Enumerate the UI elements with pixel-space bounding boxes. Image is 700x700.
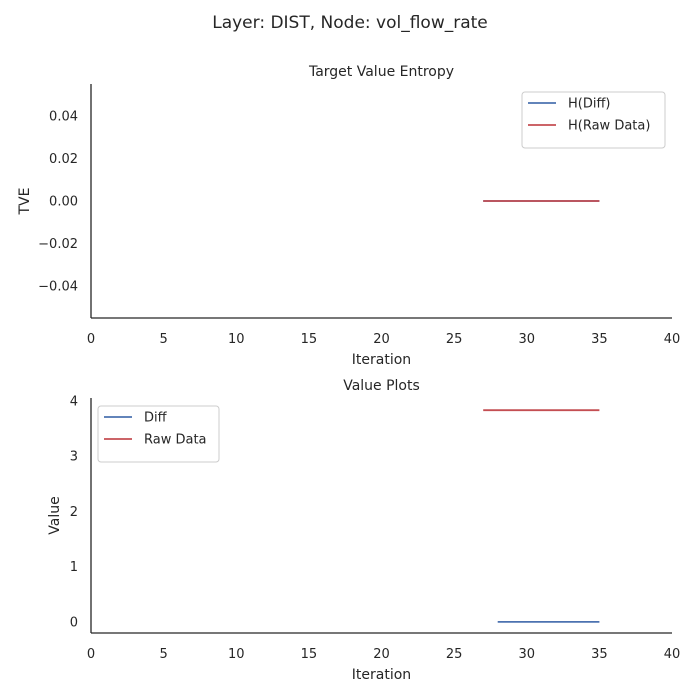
x-tick-label: 25 xyxy=(446,647,463,662)
x-axis-label: Iteration xyxy=(352,667,411,683)
legend-label: H(Raw Data) xyxy=(568,119,650,134)
figure-title: Layer: DIST, Node: vol_flow_rate xyxy=(212,13,488,33)
legend: H(Diff) H(Raw Data) xyxy=(521,91,666,149)
y-tick-label: 0.00 xyxy=(49,195,78,210)
x-tick-label: 35 xyxy=(591,332,608,347)
legend-frame xyxy=(521,91,666,149)
legend-label: H(Diff) xyxy=(568,97,611,112)
x-tick-label: 20 xyxy=(373,647,390,662)
legend: Diff Raw Data xyxy=(97,405,220,463)
y-axis-label: TVE xyxy=(17,188,33,216)
subplot-2: Value Plots 0 5 10 15 20 25 30 35 40 0 1 2 3 4 Iteratio… xyxy=(47,378,680,683)
x-tick-label: 40 xyxy=(664,332,681,347)
x-tick-label: 40 xyxy=(664,647,681,662)
x-tick-label: 15 xyxy=(301,332,318,347)
y-tick-label: 4 xyxy=(70,394,78,409)
subplot-title: Target Value Entropy xyxy=(308,64,454,80)
x-tick-label: 0 xyxy=(87,332,95,347)
x-tick-label: 10 xyxy=(228,647,245,662)
y-tick-label: 0.02 xyxy=(49,152,78,167)
x-tick-label: 0 xyxy=(87,647,95,662)
x-axis-label: Iteration xyxy=(352,352,411,368)
x-tick-label: 30 xyxy=(518,647,535,662)
y-tick-label: −0.04 xyxy=(38,280,78,295)
legend-label: Diff xyxy=(144,411,168,426)
y-tick-label: 3 xyxy=(70,450,78,465)
x-tick-label: 15 xyxy=(301,647,318,662)
x-tick-label: 25 xyxy=(446,332,463,347)
legend-frame xyxy=(97,405,220,463)
y-axis-label: Value xyxy=(47,496,63,534)
y-tick-label: 0 xyxy=(70,615,78,630)
y-tick-label: 2 xyxy=(70,505,78,520)
legend-label: Raw Data xyxy=(144,433,207,448)
x-tick-label: 5 xyxy=(159,332,167,347)
subplot-1: Target Value Entropy 0 5 10 15 20 25 30 35 40 −0.0… xyxy=(17,64,680,368)
y-tick-label: −0.02 xyxy=(38,237,78,252)
x-tick-label: 20 xyxy=(373,332,390,347)
y-tick-label: 1 xyxy=(70,560,78,575)
subplot-title: Value Plots xyxy=(343,378,420,394)
y-tick-label: 0.04 xyxy=(49,109,78,124)
x-tick-label: 35 xyxy=(591,647,608,662)
x-tick-label: 10 xyxy=(228,332,245,347)
x-tick-label: 5 xyxy=(159,647,167,662)
x-tick-label: 30 xyxy=(518,332,535,347)
